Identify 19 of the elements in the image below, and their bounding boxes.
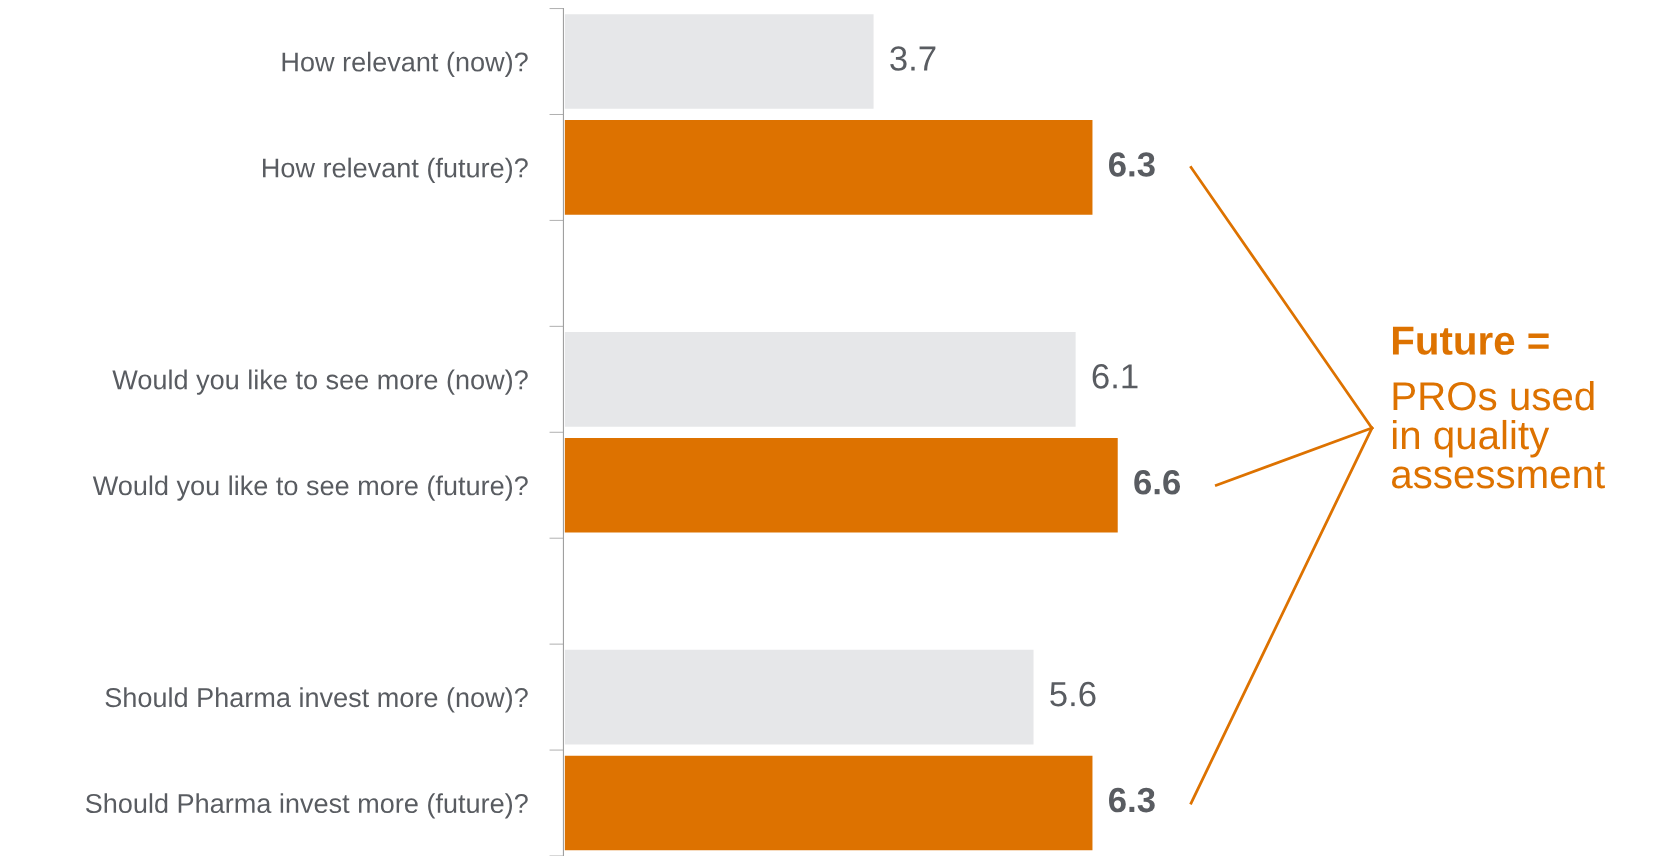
bar <box>563 752 1096 854</box>
data-label: 6.3 <box>1109 152 1155 177</box>
y-tick-label: Would you like to see more (now)? <box>112 369 528 395</box>
text: Future = PROs used in quality assessment <box>1391 326 1605 489</box>
data-label: 6.1 <box>1092 364 1138 389</box>
data-label: 5.6 <box>1050 681 1096 707</box>
y-tick-label: Would you like to see more (future)? <box>92 475 528 501</box>
bar <box>563 329 1079 430</box>
y-tick-label: How relevant (future)? <box>263 157 528 183</box>
data-label: 6.3 <box>1109 787 1155 813</box>
bar <box>563 11 877 112</box>
bar <box>563 117 1096 218</box>
y-tick-label: Should Pharma invest more (now)? <box>105 687 528 713</box>
bar <box>563 435 1121 536</box>
bar <box>563 646 1037 748</box>
y-tick-label: How relevant (now)? <box>282 51 528 77</box>
y-tick-label: Should Pharma invest more (future)? <box>85 793 528 819</box>
data-label: 3.7 <box>890 46 936 71</box>
data-label: 6.6 <box>1134 469 1181 495</box>
